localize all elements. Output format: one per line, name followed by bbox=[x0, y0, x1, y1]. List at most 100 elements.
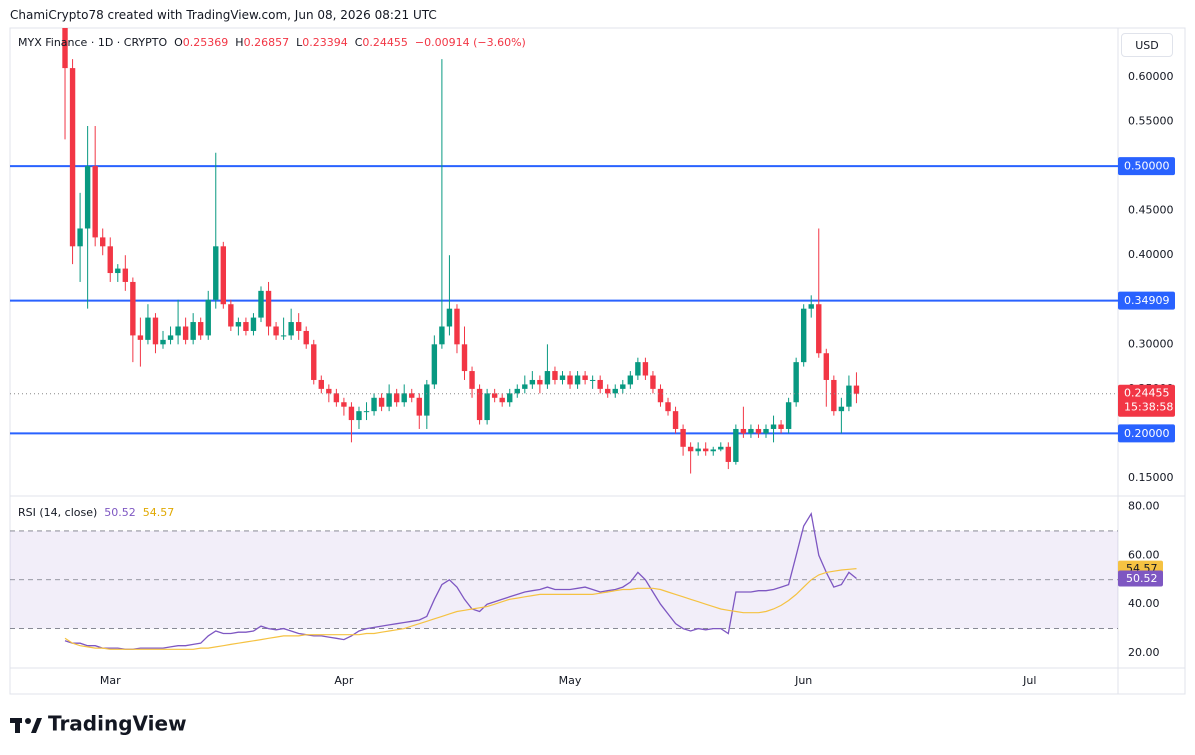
candle-body bbox=[529, 379, 536, 385]
candle-body bbox=[567, 375, 573, 385]
candle-body bbox=[243, 322, 249, 331]
candle-body bbox=[152, 317, 159, 345]
candle-body bbox=[77, 228, 83, 247]
time-tick-label: Jun bbox=[794, 674, 812, 687]
candle-body bbox=[333, 393, 340, 403]
candle-body bbox=[401, 393, 407, 403]
candle-body bbox=[748, 428, 754, 434]
symbol: MYX Finance · 1D · CRYPTO bbox=[18, 36, 168, 49]
candle-body bbox=[416, 397, 422, 416]
candle-body bbox=[461, 344, 468, 372]
candle-body bbox=[288, 322, 294, 336]
candle-body bbox=[424, 384, 430, 416]
candle-body bbox=[348, 406, 355, 421]
time-tick-label: Mar bbox=[100, 674, 121, 687]
candle-body bbox=[409, 393, 415, 398]
candle-body bbox=[356, 411, 362, 421]
rsi-value-box bbox=[1118, 570, 1163, 587]
candle-body bbox=[537, 379, 543, 385]
rsi-tick-label: 40.00 bbox=[1128, 597, 1160, 610]
candle-body bbox=[499, 397, 505, 403]
candle-body bbox=[62, 28, 68, 69]
candle-body bbox=[273, 326, 279, 336]
candle-body bbox=[846, 385, 852, 407]
candle-body bbox=[295, 322, 302, 331]
rsi-title: RSI (14, close) bbox=[18, 506, 98, 519]
candle-body bbox=[393, 393, 400, 403]
candle-body bbox=[431, 344, 438, 385]
change: −0.00914 (−3.60%) bbox=[414, 36, 526, 49]
candle-body bbox=[220, 246, 227, 305]
rsi-ma-line bbox=[64, 568, 857, 650]
c-value: 0.24455 bbox=[362, 36, 408, 49]
axes: 0.600000.550000.450000.400000.300000.250… bbox=[100, 70, 1175, 687]
candle-body bbox=[574, 375, 581, 385]
candle-body bbox=[635, 362, 641, 376]
rsi-legend: RSI (14, close) 50.52 54.57 bbox=[18, 506, 174, 519]
candle-body bbox=[672, 411, 679, 429]
candle-body bbox=[853, 385, 860, 394]
candle-body bbox=[235, 322, 242, 327]
current-price-label: 0.24455 bbox=[1124, 387, 1170, 400]
candle-body bbox=[182, 326, 189, 340]
candle-body bbox=[439, 326, 445, 345]
candle-body bbox=[175, 326, 181, 336]
candle-body bbox=[265, 290, 272, 327]
candle-body bbox=[303, 330, 309, 345]
candle-body bbox=[160, 339, 166, 345]
candle-body bbox=[137, 335, 144, 340]
candle-body bbox=[665, 402, 671, 412]
candle-body bbox=[703, 448, 709, 452]
brand: TradingView bbox=[48, 712, 187, 736]
candle-body bbox=[680, 428, 686, 447]
frame bbox=[9, 27, 1186, 695]
candle-body bbox=[589, 379, 596, 381]
rsi-tick-label: 80.00 bbox=[1128, 500, 1160, 513]
candle-body bbox=[559, 375, 566, 380]
candle-body bbox=[167, 335, 174, 340]
candle-body bbox=[326, 388, 332, 394]
candle-body bbox=[213, 246, 219, 300]
l-label: L bbox=[296, 36, 303, 49]
candle-body bbox=[755, 428, 762, 434]
countdown: 15:38:58 bbox=[1124, 401, 1173, 414]
time-tick-label: Apr bbox=[334, 674, 354, 687]
rsi-pane bbox=[10, 512, 1118, 650]
level-label: 0.34909 bbox=[1124, 294, 1170, 307]
candle-body bbox=[552, 371, 558, 380]
price-tick-label: 0.15000 bbox=[1128, 471, 1174, 484]
candle-body bbox=[469, 371, 475, 389]
current-price-box bbox=[1118, 384, 1175, 417]
candle-body bbox=[69, 68, 76, 247]
candle-body bbox=[763, 428, 769, 434]
currency-button[interactable]: USD bbox=[1121, 33, 1173, 57]
candle-body bbox=[695, 448, 701, 452]
candle-body bbox=[363, 411, 370, 413]
candle-body bbox=[190, 322, 196, 340]
candle-body bbox=[657, 388, 664, 403]
price-tick-label: 0.55000 bbox=[1128, 115, 1174, 128]
candle-body bbox=[733, 428, 739, 462]
rsi-line bbox=[64, 512, 857, 650]
candle-body bbox=[605, 388, 611, 394]
time-tick-label: Jul bbox=[1022, 674, 1036, 687]
candle-body bbox=[92, 166, 98, 238]
candle-body bbox=[197, 322, 204, 336]
attribution: ChamiCrypto78 created with TradingView.c… bbox=[10, 8, 437, 22]
level-label-box bbox=[1118, 291, 1175, 310]
candle-body bbox=[318, 379, 324, 389]
logo-icon bbox=[10, 718, 42, 733]
candle-body bbox=[507, 393, 513, 403]
candle-body bbox=[838, 406, 845, 412]
level-label: 0.50000 bbox=[1124, 160, 1170, 173]
o-value: 0.25369 bbox=[182, 36, 229, 49]
candle-body bbox=[778, 424, 784, 429]
level-label-box bbox=[1118, 424, 1175, 443]
candle-body bbox=[522, 384, 528, 389]
candle-body bbox=[770, 424, 777, 429]
candle-body bbox=[620, 384, 626, 389]
candle-body bbox=[115, 268, 121, 274]
rsi-value-label: 50.52 bbox=[1126, 572, 1158, 585]
candle-body bbox=[378, 397, 385, 407]
candle-body bbox=[454, 308, 460, 345]
